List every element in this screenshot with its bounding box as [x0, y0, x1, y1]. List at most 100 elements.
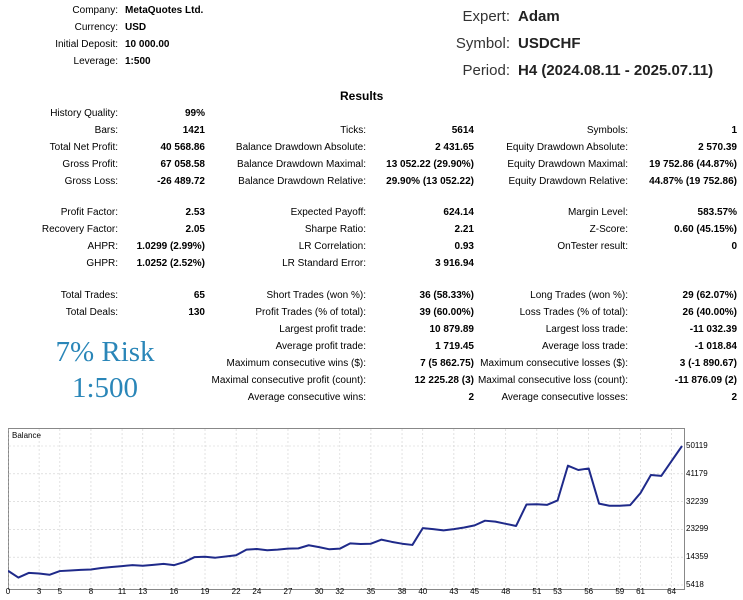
stat-label: Long Trades (won %): — [530, 290, 628, 301]
x-tick-label: 30 — [314, 587, 324, 596]
expert-value: Adam — [518, 8, 560, 25]
stat-label: Average consecutive wins: — [247, 392, 366, 403]
stat-value: 130 — [188, 307, 205, 318]
stat-label: Total Deals: — [65, 307, 118, 318]
stat-label: Balance Drawdown Maximal: — [237, 159, 366, 170]
stat-value: 1.0299 (2.99%) — [136, 241, 205, 252]
company-label: Company: — [72, 5, 118, 16]
stat-value: -11 876.09 (2) — [674, 375, 737, 386]
stat-value: 2 431.65 — [435, 142, 474, 153]
stat-label: AHPR: — [87, 241, 118, 252]
stat-label: Total Net Profit: — [49, 142, 118, 153]
stat-label: Gross Profit: — [62, 159, 118, 170]
stat-value: 1 719.45 — [435, 341, 474, 352]
x-tick-label: 35 — [366, 587, 376, 596]
stat-label: Symbols: — [586, 125, 628, 136]
stat-value: 3 (-1 890.67) — [679, 358, 737, 369]
stat-label: Sharpe Ratio: — [304, 224, 366, 235]
symbol-label: Symbol: — [455, 35, 510, 52]
risk-text-line1: 7% Risk — [55, 336, 155, 368]
stat-label: Recovery Factor: — [41, 224, 118, 235]
stat-label: LR Correlation: — [298, 241, 366, 252]
x-tick-label: 13 — [138, 587, 148, 596]
stat-value: 10 879.89 — [429, 324, 475, 335]
stat-value: 583.57% — [697, 207, 737, 218]
x-tick-label: 45 — [470, 587, 480, 596]
stat-value: 624.14 — [443, 207, 474, 218]
deposit-label: Initial Deposit: — [55, 39, 118, 50]
stat-label: Profit Trades (% of total): — [255, 307, 366, 318]
stat-label: Average consecutive losses: — [501, 392, 628, 403]
x-tick-label: 48 — [501, 587, 511, 596]
leverage-value: 1:500 — [125, 56, 151, 67]
stat-value: 2 570.39 — [698, 142, 737, 153]
stat-label: Z-Score: — [589, 224, 628, 235]
stat-label: Balance Drawdown Relative: — [238, 176, 366, 187]
stat-label: Total Trades: — [60, 290, 118, 301]
expert-label: Expert: — [462, 8, 510, 25]
stat-value: 1.0252 (2.52%) — [136, 258, 205, 269]
stat-label: Bars: — [94, 125, 118, 136]
stat-label: GHPR: — [86, 258, 118, 269]
stat-label: Largest profit trade: — [279, 324, 366, 335]
symbol-value: USDCHF — [518, 35, 581, 52]
y-tick-label: 14359 — [686, 552, 709, 562]
stat-label: Maximum consecutive losses ($): — [480, 358, 628, 369]
stat-label: OnTester result: — [557, 241, 628, 252]
x-tick-label: 59 — [615, 587, 625, 596]
stat-value: 0.93 — [454, 241, 474, 252]
stat-value: -11 032.39 — [689, 324, 737, 335]
stat-value: 29 (62.07%) — [682, 290, 737, 301]
stat-label: Maximum consecutive wins ($): — [226, 358, 366, 369]
x-tick-label: 24 — [252, 587, 262, 596]
stat-label: Equity Drawdown Relative: — [508, 176, 629, 187]
chart-title: Balance — [12, 431, 41, 440]
x-tick-label: 3 — [36, 587, 42, 596]
x-tick-label: 56 — [584, 587, 594, 596]
currency-value: USD — [125, 22, 147, 33]
deposit-value: 10 000.00 — [125, 39, 170, 50]
stat-label: Balance Drawdown Absolute: — [235, 142, 366, 153]
stat-value: 2 — [468, 392, 474, 403]
stat-label: History Quality: — [50, 108, 118, 119]
x-tick-label: 16 — [169, 587, 179, 596]
y-tick-label: 50119 — [686, 441, 708, 450]
stat-value: 65 — [193, 290, 205, 301]
x-tick-label: 5 — [57, 587, 63, 596]
stat-value: 0.60 (45.15%) — [674, 224, 737, 235]
stat-value: 13 052.22 (29.90%) — [386, 159, 474, 170]
x-tick-label: 11 — [117, 587, 127, 596]
stat-label: Expected Payoff: — [290, 207, 366, 218]
stat-value: 2.53 — [185, 207, 205, 218]
stat-label: Equity Drawdown Maximal: — [507, 159, 628, 170]
x-tick-label: 38 — [397, 587, 407, 596]
stat-value: 40 568.86 — [160, 142, 206, 153]
stat-label: Profit Factor: — [60, 207, 118, 218]
stat-label: Average loss trade: — [542, 341, 628, 352]
stat-label: LR Standard Error: — [282, 258, 366, 269]
stat-value: 5614 — [451, 125, 474, 136]
stat-value: 19 752.86 (44.87%) — [649, 159, 737, 170]
stat-label: Average profit trade: — [275, 341, 366, 352]
currency-label: Currency: — [74, 22, 118, 33]
x-tick-label: 40 — [418, 587, 428, 596]
results-title: Results — [340, 89, 384, 103]
stat-value: 2 — [731, 392, 737, 403]
stat-value: 3 916.94 — [435, 258, 474, 269]
stat-value: 7 (5 862.75) — [420, 358, 474, 369]
stat-label: Maximal consecutive profit (count): — [211, 375, 366, 386]
balance-chart-frame — [8, 428, 685, 590]
stat-value: 99% — [184, 108, 205, 119]
x-tick-label: 32 — [335, 587, 345, 596]
stat-label: Ticks: — [340, 125, 366, 136]
stat-value: 2.05 — [185, 224, 205, 235]
leverage-label: Leverage: — [73, 56, 118, 67]
stat-value: 0 — [731, 241, 737, 252]
x-tick-label: 19 — [200, 587, 210, 596]
stat-value: 26 (40.00%) — [682, 307, 737, 318]
stat-value: 36 (58.33%) — [419, 290, 474, 301]
stat-label: Margin Level: — [567, 207, 628, 218]
x-tick-label: 64 — [667, 587, 677, 596]
stat-label: Short Trades (won %): — [266, 290, 366, 301]
y-tick-label: 32239 — [686, 496, 709, 506]
